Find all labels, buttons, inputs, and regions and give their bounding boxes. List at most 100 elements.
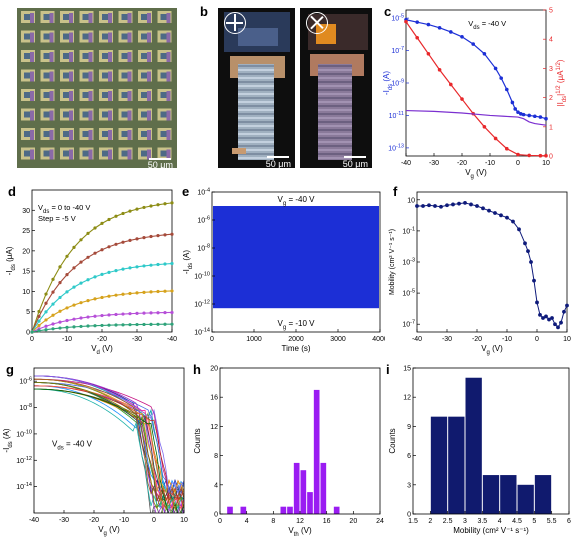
device-channel: [102, 131, 108, 137]
data-point-blue: [538, 115, 543, 119]
data-point: [163, 202, 167, 206]
data-point: [457, 201, 461, 206]
data-point: [100, 221, 104, 226]
device-film: [69, 71, 73, 82]
chart-h-vth-histogram: 0 4 8 12 16 20 24 0 4 8 12 16 20 Vth (V) Counts: [193, 366, 384, 539]
data-point: [93, 314, 97, 318]
y-tick-label: 0: [407, 512, 411, 519]
device-film: [108, 130, 112, 140]
device-channel: [160, 72, 167, 79]
x-tick-label: 4000: [372, 336, 385, 343]
y-tick-label: 20: [22, 248, 30, 255]
panel-label-d: d: [8, 184, 16, 199]
data-point: [44, 328, 48, 332]
y-tick-label: 10-5: [402, 289, 415, 298]
polarizer-crossed-icon: [306, 12, 328, 34]
data-point: [135, 207, 139, 211]
data-point: [469, 202, 473, 207]
device-film: [88, 91, 93, 101]
device-channel: [102, 33, 108, 40]
device-film: [108, 13, 112, 23]
x-tick-label: 12: [296, 518, 304, 525]
data-point: [170, 310, 174, 315]
data-point: [427, 203, 431, 208]
histogram-bar: [333, 506, 340, 514]
device-film: [88, 32, 93, 43]
device-channel: [102, 92, 108, 98]
data-point: [170, 201, 174, 205]
data-point: [505, 215, 509, 220]
device-film: [147, 32, 151, 43]
x-tick-label: 0: [218, 518, 222, 525]
device-film: [166, 71, 171, 82]
data-point: [529, 260, 533, 264]
device-film: [30, 52, 34, 62]
y-tick-label: 10-3: [402, 258, 415, 267]
device-film: [147, 71, 151, 82]
x-axis-label: Mobility (cm² V⁻¹ s⁻¹): [453, 526, 529, 535]
x-tick-label: 10: [542, 160, 550, 167]
y-right-tick-label: 5: [549, 8, 553, 15]
plot-frame: [405, 9, 547, 157]
data-point: [121, 312, 125, 316]
device-channel: [102, 53, 108, 59]
histogram-bar: [482, 475, 500, 514]
data-point: [538, 312, 542, 317]
histogram-bar: [307, 492, 313, 514]
data-point: [415, 204, 419, 208]
data-point: [44, 310, 48, 314]
data-point: [93, 297, 97, 301]
device-film: [49, 71, 54, 82]
data-point: [72, 285, 76, 289]
chart-e-stability: 0 1000 2000 3000 4000 10-4 10-6 10-8 10-10 10-12 1…: [182, 188, 385, 354]
data-point-red: [404, 19, 408, 24]
y-tick-label: 0: [26, 330, 30, 337]
data-point-blue: [519, 112, 523, 116]
data-point: [100, 295, 104, 300]
data-point-red: [493, 136, 498, 141]
chart-d-output: 0 -10 -20 -30 -40 0 5 10 15 20 25 30 Vd (V) -Ids (μA)…: [5, 189, 177, 356]
histogram-bar: [227, 506, 233, 514]
series-line-purple: [405, 109, 547, 126]
scale-bar: [267, 156, 289, 158]
data-point-blue: [471, 42, 475, 46]
data-point-red: [527, 153, 531, 158]
data-point: [72, 325, 76, 329]
device-channel: [43, 14, 50, 20]
x-tick-label: -30: [59, 517, 69, 524]
device-channel: [141, 53, 147, 59]
data-point: [156, 234, 160, 238]
data-point: [79, 281, 83, 285]
series-line-red: [405, 21, 546, 157]
data-point: [86, 255, 90, 259]
series-line-blue: [405, 19, 547, 120]
histogram-bar: [240, 506, 247, 514]
device-film: [88, 71, 93, 82]
data-point: [100, 248, 104, 252]
data-point: [142, 322, 146, 327]
device-film: [30, 130, 34, 140]
data-point: [156, 203, 160, 207]
device-channel: [24, 33, 30, 40]
data-point-blue: [449, 30, 453, 34]
device-array-micrograph: 50 μm: [17, 8, 177, 168]
data-point: [163, 310, 167, 315]
data-point: [107, 313, 111, 317]
device-channel: [24, 72, 30, 79]
data-point: [114, 293, 118, 297]
device-channel: [160, 14, 167, 20]
data-point: [121, 323, 125, 327]
device-channel: [63, 150, 69, 157]
device-film: [88, 110, 93, 121]
device-film: [108, 91, 112, 101]
scale-bar-label: 50 μm: [265, 159, 291, 168]
data-point-red: [516, 152, 520, 157]
data-point: [135, 265, 139, 269]
data-point: [156, 311, 160, 315]
device-film: [88, 149, 93, 160]
transfer-curve: [34, 382, 184, 495]
data-point: [511, 219, 515, 224]
device-channel: [63, 53, 69, 59]
y-tick-label: 0: [214, 512, 218, 519]
data-point-red: [426, 52, 431, 56]
